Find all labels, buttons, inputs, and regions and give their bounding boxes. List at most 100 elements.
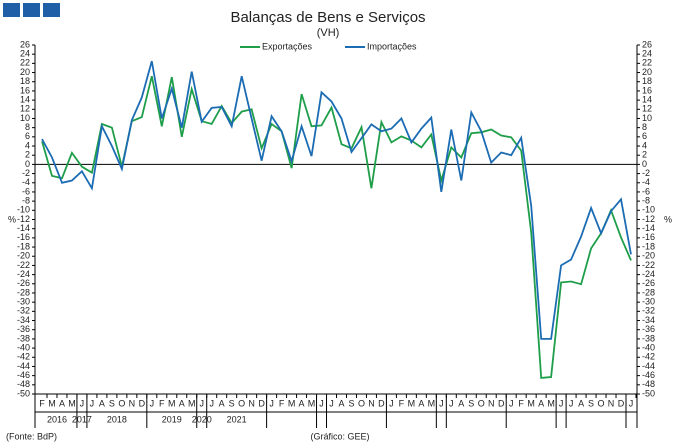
y2-tick-label: 24	[642, 49, 652, 59]
y2-tick-label: -18	[642, 241, 655, 251]
logo-block	[43, 3, 60, 17]
series-line	[41, 60, 632, 340]
y2-tick-label: -46	[642, 370, 655, 380]
y-tick-label: -32	[17, 306, 30, 316]
x-tick-label: A	[299, 398, 305, 408]
y2-tick-label: 20	[642, 67, 652, 77]
x-tick-label: S	[229, 398, 235, 408]
x-tick-label: A	[578, 398, 584, 408]
y-tick-label: 0	[25, 159, 30, 169]
x-tick-label: F	[518, 398, 524, 408]
y2-tick-label: 16	[642, 85, 652, 95]
x-tick-label: M	[527, 398, 535, 408]
x-tick-label: O	[358, 398, 365, 408]
x-tick-label: J	[80, 398, 85, 408]
x-tick-label: J	[319, 398, 324, 408]
x-tick-label: J	[629, 398, 634, 408]
y-tick-label: 18	[20, 76, 30, 86]
y-tick-label: -30	[17, 297, 30, 307]
x-tick-label: M	[408, 398, 416, 408]
y2-tick-label: -34	[642, 315, 655, 325]
legend-label: Importações	[367, 41, 417, 51]
y-tick-label: -42	[17, 352, 30, 362]
x-tick-label: O	[238, 398, 245, 408]
y2-tick-label: -38	[642, 333, 655, 343]
x-tick-label: O	[598, 398, 605, 408]
y2-tick-label: -10	[642, 205, 655, 215]
year-label: 2018	[107, 414, 127, 424]
x-tick-label: M	[168, 398, 176, 408]
y2-tick-label: -2	[642, 168, 650, 178]
y-tick-label: -46	[17, 370, 30, 380]
y-tick-label: -44	[17, 361, 30, 371]
x-tick-label: J	[449, 398, 454, 408]
y-tick-label: -2	[22, 168, 30, 178]
y2-tick-label: 0	[642, 159, 647, 169]
chart-subtitle: (VH)	[317, 27, 340, 39]
year-label: 2019	[162, 414, 182, 424]
y2-tick-label: 6	[642, 131, 647, 141]
x-tick-label: O	[478, 398, 485, 408]
x-tick-label: S	[588, 398, 594, 408]
y2-tick-label: -26	[642, 278, 655, 288]
logo-block	[23, 3, 40, 17]
y2-tick-label: -4	[642, 177, 650, 187]
y-tick-label: -24	[17, 269, 30, 279]
x-tick-label: D	[378, 398, 385, 408]
y-tick-label: 22	[20, 58, 30, 68]
source-note: (Fonte: BdP)	[6, 431, 57, 441]
x-tick-label: J	[199, 398, 204, 408]
y2-tick-label: -36	[642, 324, 655, 334]
x-tick-label: A	[538, 398, 544, 408]
y2-tick-label: 10	[642, 113, 652, 123]
y-tick-label: 26	[20, 39, 30, 49]
x-tick-label: A	[99, 398, 105, 408]
x-tick-label: M	[288, 398, 296, 408]
y2-tick-label: -40	[642, 342, 655, 352]
y-tick-label: -22	[17, 260, 30, 270]
x-tick-label: J	[569, 398, 574, 408]
y-tick-label: -16	[17, 232, 30, 242]
y2-tick-label: -16	[642, 232, 655, 242]
y-tick-label: -50	[17, 388, 30, 398]
y-tick-label: -26	[17, 278, 30, 288]
y-tick-label: -20	[17, 251, 30, 261]
y2-tick-label: 18	[642, 76, 652, 86]
y2-tick-label: -28	[642, 287, 655, 297]
y-tick-label: 2	[25, 150, 30, 160]
x-tick-label: F	[399, 398, 405, 408]
x-tick-label: J	[559, 398, 564, 408]
x-tick-label: A	[219, 398, 225, 408]
y-tick-label: 16	[20, 85, 30, 95]
y2-tick-label: -6	[642, 186, 650, 196]
x-tick-label: J	[90, 398, 95, 408]
y-tick-label: 10	[20, 113, 30, 123]
y2-tick-label: 22	[642, 58, 652, 68]
y2-tick-label: 4	[642, 140, 647, 150]
y2-tick-label: -32	[642, 306, 655, 316]
x-tick-label: J	[209, 398, 214, 408]
y2-tick-label: -14	[642, 223, 655, 233]
chart-title: Balanças de Bens e Serviços	[230, 9, 425, 26]
x-tick-label: D	[498, 398, 505, 408]
x-tick-label: M	[68, 398, 76, 408]
y2-tick-label: -48	[642, 379, 655, 389]
y2-axis-label: %	[664, 214, 672, 224]
legend-label: Exportações	[262, 41, 313, 51]
y-tick-label: 14	[20, 94, 30, 104]
x-tick-label: N	[248, 398, 255, 408]
y2-tick-label: 12	[642, 104, 652, 114]
y2-tick-label: -12	[642, 214, 655, 224]
x-tick-label: D	[139, 398, 146, 408]
y-tick-label: 12	[20, 104, 30, 114]
x-tick-label: M	[48, 398, 56, 408]
y-tick-label: -12	[17, 214, 30, 224]
x-tick-label: N	[129, 398, 136, 408]
y2-tick-label: -24	[642, 269, 655, 279]
y2-tick-label: 26	[642, 39, 652, 49]
x-tick-label: M	[188, 398, 196, 408]
x-tick-label: M	[547, 398, 555, 408]
y-tick-label: -6	[22, 186, 30, 196]
